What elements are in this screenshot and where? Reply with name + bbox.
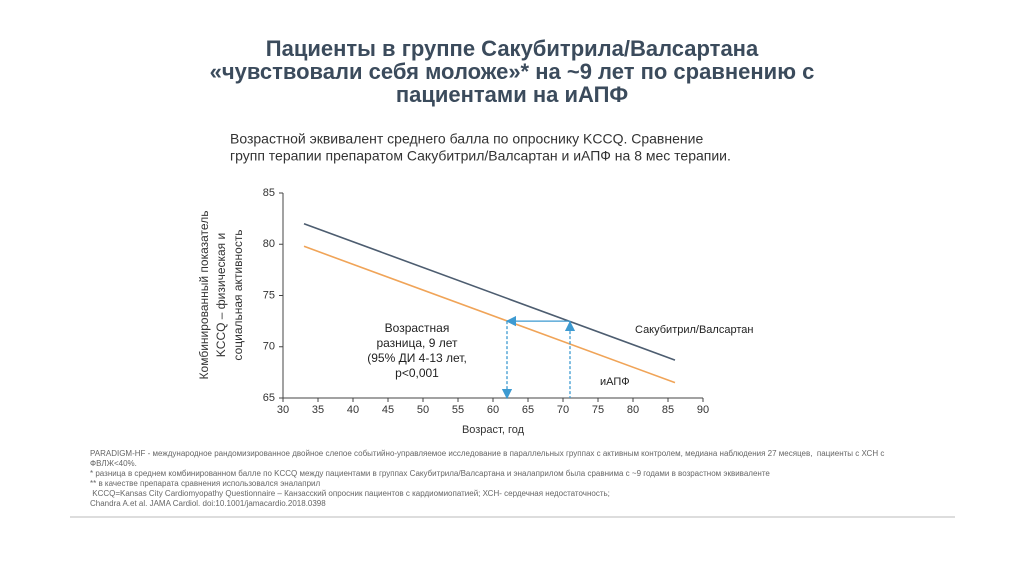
x-axis-label: Возраст, год [462,424,525,436]
footnote: PARADIGM-HF - международное рандомизиров… [90,449,887,468]
y-tick-label: 65 [263,392,275,404]
subtitle-line: Возрастной эквивалент среднего балла по … [230,131,703,147]
annotation: p<0,001 [395,366,439,380]
y-tick-label: 80 [263,238,275,250]
y-tick-label: 85 [263,187,275,199]
footnote: Chandra A.et al. JAMA Cardiol. doi:10.10… [90,499,326,508]
footnotes: PARADIGM-HF - международное рандомизиров… [90,449,900,509]
footnote: * разница в среднем комбинированном балл… [90,469,770,478]
annotation: Возрастная [385,321,450,335]
title-line: Пациенты в группе Сакубитрила/Валсартана [266,36,759,61]
x-tick-label: 65 [522,404,534,416]
x-tick-label: 50 [417,404,429,416]
y-axis-label: социальная активность [231,229,245,360]
series-label: иАПФ [600,376,630,388]
x-tick-label: 90 [697,404,709,416]
x-tick-label: 75 [592,404,604,416]
x-tick-label: 60 [487,404,499,416]
annotation: разница, 9 лет [376,336,458,350]
series-label: Сакубитрил/Валсартан [635,324,753,336]
x-tick-label: 70 [557,404,569,416]
x-tick-label: 30 [277,404,289,416]
x-tick-label: 40 [347,404,359,416]
footnote: KCCQ=Kansas City Cardiomyopathy Question… [90,489,610,498]
y-tick-label: 75 [263,289,275,301]
series-line [303,245,676,384]
x-tick-label: 80 [627,404,639,416]
y-axis-label: Комбинированный показатель [197,211,211,380]
annotation: (95% ДИ 4-13 лет, [367,351,467,365]
title-line: пациентами на иАПФ [396,82,629,107]
y-axis-label: KCCQ – физическая и [214,233,228,357]
series-line [303,222,676,361]
x-tick-label: 45 [382,404,394,416]
x-tick-label: 85 [662,404,674,416]
y-tick-label: 70 [263,341,275,353]
footnote: ** в качестве препарата сравнения исполь… [90,479,321,488]
x-tick-label: 55 [452,404,464,416]
subtitle-line: групп терапии препаратом Сакубитрил/Валс… [230,148,731,164]
title-line: «чувствовали себя моложе»* на ~9 лет по … [210,59,815,84]
x-tick-label: 35 [312,404,324,416]
